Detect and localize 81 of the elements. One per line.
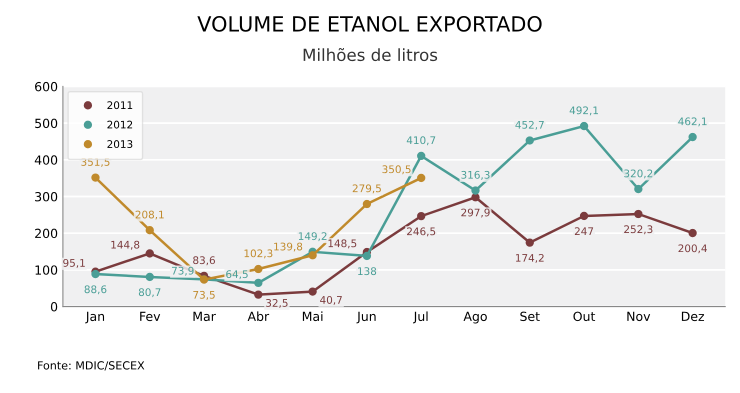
point (634, 210, 643, 218)
data-label: 279,5 (352, 184, 381, 194)
data-label: 320,2 (624, 169, 652, 178)
data-label: 297,9 (461, 208, 490, 218)
point (417, 174, 426, 182)
point (471, 193, 480, 202)
point (580, 212, 588, 220)
data-label: 149,2 (298, 232, 326, 242)
x-tick-label: Mar (193, 312, 216, 322)
x-tick-label: Fev (140, 312, 160, 322)
point (417, 212, 426, 220)
data-label: 80,7 (138, 288, 160, 298)
data-label: 492,1 (570, 106, 598, 116)
y-tick-label: 400 (34, 155, 58, 165)
data-label: 200,4 (678, 244, 707, 254)
point (526, 136, 534, 145)
data-label: 102,3 (244, 249, 272, 258)
y-tick-label: 500 (35, 118, 58, 128)
chart-title: VOLUME DE ETANOL EXPORTADO (197, 16, 542, 32)
data-label: 462,1 (678, 117, 707, 126)
data-label: 40,7 (320, 296, 342, 305)
y-tick-label: 100 (36, 265, 58, 275)
x-tick-label: Set (520, 312, 540, 322)
point (254, 290, 262, 299)
chart-subtitle: Milhões de litros (304, 48, 438, 62)
data-label: 73,9 (172, 266, 194, 276)
data-label: 139,8 (274, 242, 302, 252)
data-label: 410,7 (406, 136, 436, 146)
x-tick-label: Abr (248, 311, 270, 322)
data-label: 246,5 (407, 227, 436, 236)
y-tick-label: 200 (35, 228, 58, 238)
point (417, 152, 426, 160)
data-label: 73,5 (193, 290, 215, 300)
point (308, 251, 317, 260)
x-tick-label: Out (573, 312, 596, 322)
data-label: 144,8 (111, 240, 140, 250)
point (91, 173, 100, 182)
data-label: 208,1 (136, 210, 164, 220)
data-label: 83,6 (193, 256, 215, 266)
data-label: 138 (358, 267, 376, 276)
legend-label: 2011 (107, 101, 132, 110)
x-tick-label: Jul (413, 311, 428, 324)
point (688, 132, 697, 142)
point (91, 270, 100, 278)
data-label: 64,5 (226, 270, 248, 280)
point (146, 226, 154, 234)
x-tick-label: Mai (302, 311, 322, 322)
source-note: Fonte: MDIC/SECEX (38, 361, 144, 370)
point (362, 200, 372, 208)
data-label: 350,5 (382, 165, 411, 174)
point (526, 238, 534, 247)
data-label: 148,5 (328, 239, 356, 248)
x-tick-label: Jun (356, 312, 376, 324)
data-label: 247 (574, 227, 594, 235)
point (146, 249, 154, 258)
point (146, 272, 154, 282)
data-label: 88,6 (84, 285, 106, 294)
data-label: 174,2 (516, 254, 544, 263)
y-tick-label: 0 (50, 302, 58, 312)
legend-label: 2013 (107, 140, 132, 148)
data-label: 32,5 (266, 298, 288, 308)
point (254, 264, 262, 274)
point (254, 278, 262, 288)
point (471, 186, 480, 195)
data-label: 252,3 (624, 225, 652, 234)
point (634, 184, 643, 194)
x-tick-label: Ago (464, 312, 487, 324)
y-tick-label: 600 (35, 82, 58, 92)
x-tick-label: Dez (682, 312, 704, 322)
point (362, 252, 372, 260)
point (688, 228, 697, 238)
point (580, 122, 588, 130)
y-tick-label: 300 (35, 192, 58, 202)
data-label: 316,3 (461, 170, 490, 180)
x-tick-label: Nov (627, 312, 650, 322)
x-tick-label: Jan (85, 312, 104, 324)
data-label: 351,5 (81, 158, 110, 167)
data-label: 452,7 (515, 120, 544, 130)
point (308, 287, 317, 296)
data-label: 95,1 (63, 258, 85, 268)
legend-label: 2012 (107, 120, 132, 129)
